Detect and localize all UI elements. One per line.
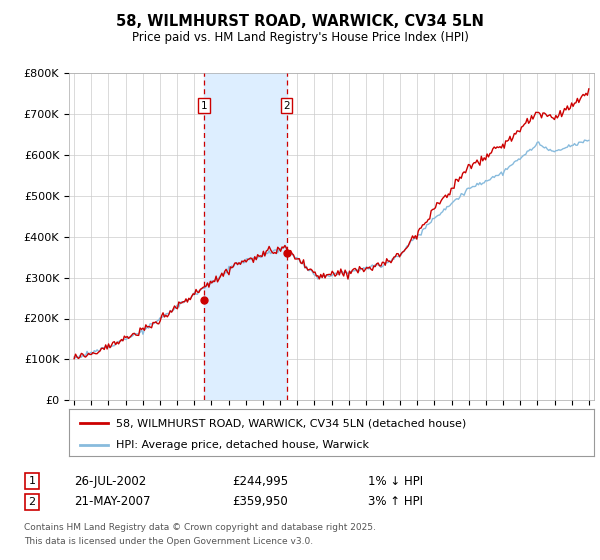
Text: Contains HM Land Registry data © Crown copyright and database right 2025.: Contains HM Land Registry data © Crown c… bbox=[23, 524, 376, 533]
Text: HPI: Average price, detached house, Warwick: HPI: Average price, detached house, Warw… bbox=[116, 440, 369, 450]
Text: 26-JUL-2002: 26-JUL-2002 bbox=[74, 474, 146, 488]
Text: 1: 1 bbox=[200, 101, 207, 110]
Text: 21-MAY-2007: 21-MAY-2007 bbox=[74, 496, 151, 508]
Text: 1% ↓ HPI: 1% ↓ HPI bbox=[368, 474, 423, 488]
Text: 58, WILMHURST ROAD, WARWICK, CV34 5LN (detached house): 58, WILMHURST ROAD, WARWICK, CV34 5LN (d… bbox=[116, 418, 467, 428]
Text: 1: 1 bbox=[29, 476, 35, 486]
Bar bbox=[204, 73, 287, 400]
Text: This data is licensed under the Open Government Licence v3.0.: This data is licensed under the Open Gov… bbox=[23, 538, 313, 547]
Text: 3% ↑ HPI: 3% ↑ HPI bbox=[368, 496, 422, 508]
Text: Price paid vs. HM Land Registry's House Price Index (HPI): Price paid vs. HM Land Registry's House … bbox=[131, 31, 469, 44]
Text: £359,950: £359,950 bbox=[232, 496, 288, 508]
Text: 58, WILMHURST ROAD, WARWICK, CV34 5LN: 58, WILMHURST ROAD, WARWICK, CV34 5LN bbox=[116, 14, 484, 29]
Text: £244,995: £244,995 bbox=[232, 474, 289, 488]
Text: 2: 2 bbox=[29, 497, 35, 507]
Text: 2: 2 bbox=[283, 101, 290, 110]
